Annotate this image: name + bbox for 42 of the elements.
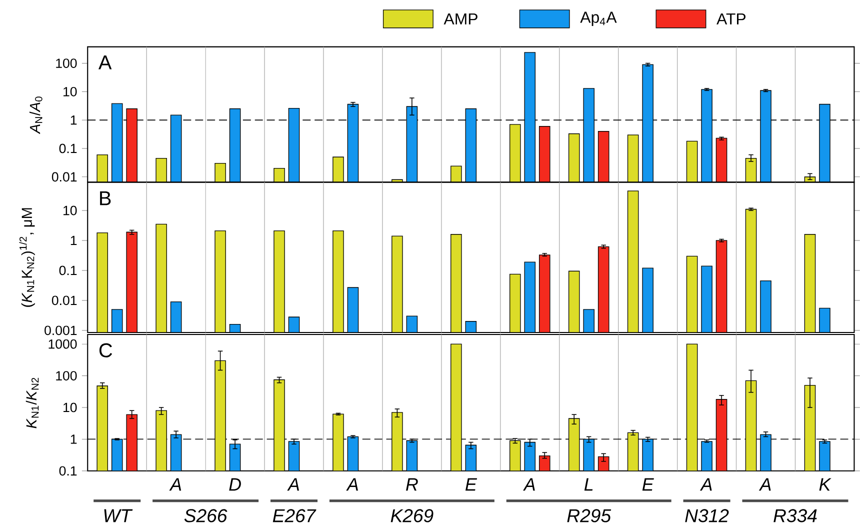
x-tick-label: A (169, 478, 182, 491)
x-tick-label: A (523, 478, 535, 491)
x-tick-label: A (700, 478, 712, 491)
legend-label: AMP (444, 14, 478, 25)
y-tick-label: 10 (64, 402, 77, 412)
text: R334 (774, 509, 817, 522)
text: N312 (685, 509, 729, 522)
x-tick-label: K (819, 478, 832, 491)
y-tick-label: 0.01 (52, 296, 77, 306)
x-tick-label: D (229, 478, 241, 491)
text: WT (104, 509, 133, 522)
y-tick-label: 0.001 (44, 326, 77, 336)
y-tick-label: 1 (70, 434, 77, 444)
y-tick-label: 0.1 (59, 144, 77, 154)
text: K269 (390, 509, 434, 522)
text: E267 (272, 509, 316, 522)
x-tick-label: L (584, 478, 593, 491)
x-tick-label: E (642, 478, 654, 491)
y-tick-label: 10 (64, 87, 77, 96)
legend-label: ATP (716, 14, 746, 25)
x-tick-label: A (758, 478, 771, 491)
text: S266 (184, 509, 228, 522)
y-axis-title: (K$_{N1}$K$_{N2}$)$^{1/2}$, μM (19, 208, 35, 307)
y-tick-label: 100 (56, 371, 77, 381)
legend-label: Ap$_{4}$A (580, 12, 617, 26)
y-tick-label: 1000 (48, 340, 77, 349)
chart-title: B (100, 192, 111, 206)
y-tick-label: 1 (70, 116, 77, 125)
text: R295 (567, 509, 612, 522)
x-tick-label: R (406, 478, 418, 491)
x-tick-label: A (287, 478, 300, 491)
x-tick-label: A (346, 478, 358, 491)
chart-title: C (99, 343, 112, 358)
y-tick-label: 10 (64, 206, 77, 216)
y-axis-title: K$_{N1}$/K$_{N2}$ (26, 378, 39, 428)
y-tick-label: 100 (56, 58, 77, 68)
chart-title: A (98, 56, 112, 70)
x-tick-label: E (465, 478, 478, 491)
y-tick-label: 0.1 (59, 266, 77, 276)
y-tick-label: 1 (70, 236, 77, 246)
y-tick-label: 0.1 (59, 466, 77, 476)
y-tick-label: 0.01 (52, 172, 77, 182)
